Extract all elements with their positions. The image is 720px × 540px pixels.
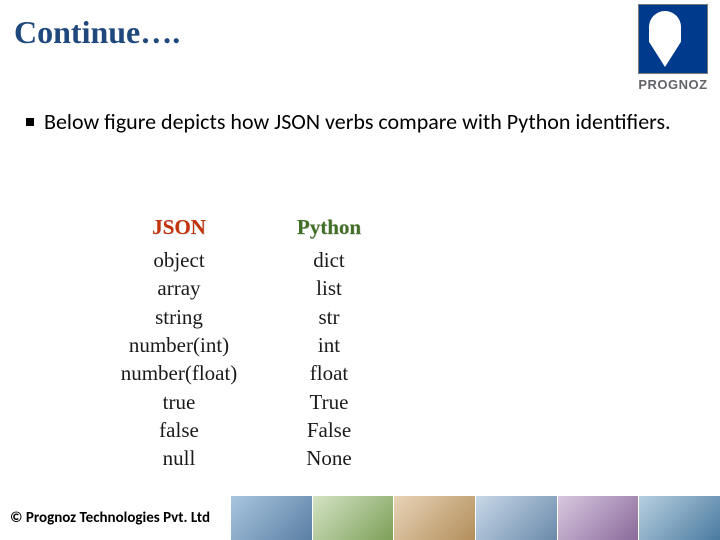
footer-thumb-icon: [557, 496, 639, 540]
table-cell: array: [157, 274, 200, 302]
table-cell: false: [159, 416, 199, 444]
table-cell: None: [306, 444, 352, 472]
python-column: Python dict list str int float True Fals…: [264, 215, 394, 473]
footer-thumb-icon: [230, 496, 312, 540]
footer-thumb-icon: [475, 496, 557, 540]
table-cell: True: [310, 388, 349, 416]
table-cell: float: [310, 359, 348, 387]
copyright-text: © Prognoz Technologies Pvt. Ltd: [0, 509, 210, 527]
footer-thumb-icon: [312, 496, 394, 540]
bullet-text: Below figure depicts how JSON verbs comp…: [44, 108, 671, 135]
table-cell: dict: [313, 246, 345, 274]
table-cell: number(float): [121, 359, 238, 387]
table-cell: int: [318, 331, 340, 359]
table-cell: str: [319, 303, 340, 331]
table-cell: False: [307, 416, 351, 444]
bullet-line: Below figure depicts how JSON verbs comp…: [26, 108, 671, 135]
comparison-table: JSON object array string number(int) num…: [94, 215, 394, 473]
footer-thumb-icon: [638, 496, 720, 540]
footer: © Prognoz Technologies Pvt. Ltd: [0, 496, 720, 540]
table-cell: list: [316, 274, 342, 302]
bullet-icon: [26, 118, 34, 126]
table-cell: string: [155, 303, 203, 331]
table-cell: true: [163, 388, 196, 416]
table-cell: number(int): [129, 331, 229, 359]
table-cell: object: [153, 246, 204, 274]
python-header: Python: [297, 215, 361, 240]
table-cell: null: [163, 444, 196, 472]
brand-logo: ® PROGNOZ: [630, 4, 716, 92]
brand-name: PROGNOZ: [630, 77, 716, 92]
json-column: JSON object array string number(int) num…: [94, 215, 264, 473]
json-header: JSON: [152, 215, 206, 240]
footer-thumb-icon: [393, 496, 475, 540]
slide-title: Continue….: [14, 14, 180, 51]
footer-image-strip: [230, 496, 720, 540]
logo-mark-icon: [638, 4, 708, 74]
